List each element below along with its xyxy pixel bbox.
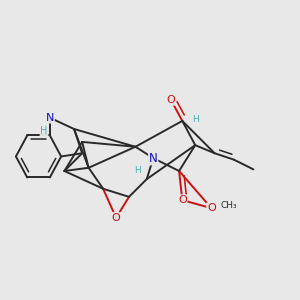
Text: CH₃: CH₃: [221, 201, 238, 210]
Text: O: O: [178, 195, 187, 205]
Text: H: H: [193, 115, 199, 124]
Text: H: H: [40, 126, 48, 136]
Text: H: H: [134, 167, 141, 176]
Text: O: O: [112, 213, 121, 223]
Text: O: O: [207, 203, 216, 213]
Text: N: N: [46, 113, 54, 123]
Text: N: N: [149, 152, 158, 165]
Text: O: O: [167, 95, 176, 105]
